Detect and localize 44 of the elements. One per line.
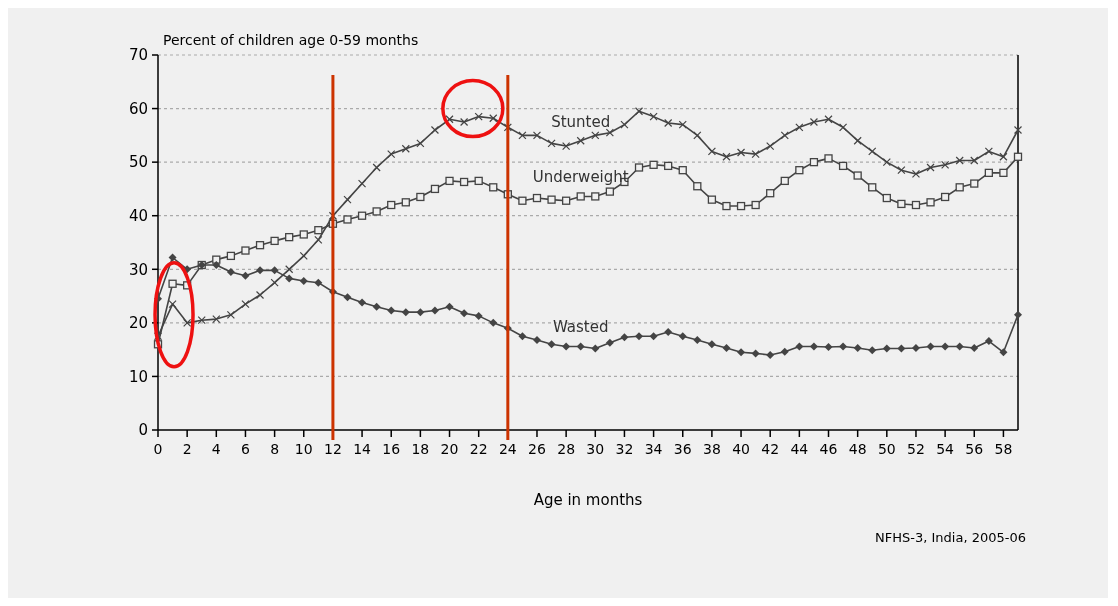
- x-tick-label: 18: [411, 441, 430, 457]
- x-tick-label: 6: [241, 441, 250, 457]
- x-tick-label: 46: [819, 441, 838, 457]
- x-tick-label: 14: [353, 441, 372, 457]
- y-tick-label: 20: [128, 314, 148, 333]
- x-tick-label: 0: [153, 441, 163, 457]
- y-tick-label: 40: [128, 206, 148, 225]
- x-tick-label: 10: [294, 441, 313, 457]
- text: NFHS-3, India, 2005-06: [875, 530, 1026, 545]
- x-tick-label: 56: [965, 441, 984, 457]
- x-tick-label: 44: [790, 441, 809, 457]
- y-tick-label: 60: [128, 99, 148, 118]
- x-tick-label: 32: [615, 441, 634, 457]
- y-tick-label: 70: [128, 46, 148, 65]
- x-tick-label: 4: [211, 441, 221, 457]
- y-tick-label: 30: [128, 260, 148, 279]
- series-label: Wasted: [552, 318, 609, 337]
- x-tick-label: 48: [848, 441, 867, 457]
- series-label: Stunted: [551, 112, 611, 131]
- x-tick-label: 22: [469, 441, 488, 457]
- x-tick-label: 28: [557, 441, 576, 457]
- x-tick-label: 52: [907, 441, 925, 457]
- x-tick-label: 24: [498, 441, 517, 457]
- x-tick-label: 38: [702, 441, 721, 457]
- x-tick-label: 58: [994, 441, 1013, 457]
- y-axis-title: Percent of children age 0-59 months: [163, 32, 419, 48]
- x-tick-label: 40: [732, 441, 750, 457]
- x-tick-label: 34: [644, 441, 663, 457]
- x-tick-label: 30: [586, 441, 605, 457]
- y-tick-label: 0: [138, 421, 148, 440]
- x-tick-label: 8: [270, 441, 280, 457]
- x-tick-label: 12: [324, 441, 342, 457]
- y-tick-label: 50: [128, 153, 148, 172]
- x-tick-label: 54: [936, 441, 955, 457]
- x-tick-label: 26: [528, 441, 546, 457]
- series-label: Underweight: [532, 168, 629, 187]
- x-tick-label: 42: [761, 441, 780, 457]
- y-tick-label: 10: [128, 367, 148, 386]
- x-tick-label: 16: [382, 441, 401, 457]
- x-axis-title: Age in months: [533, 491, 643, 509]
- x-tick-label: 50: [877, 441, 896, 457]
- x-tick-label: 2: [182, 441, 192, 457]
- x-tick-label: 20: [440, 441, 459, 457]
- x-tick-label: 36: [673, 441, 692, 457]
